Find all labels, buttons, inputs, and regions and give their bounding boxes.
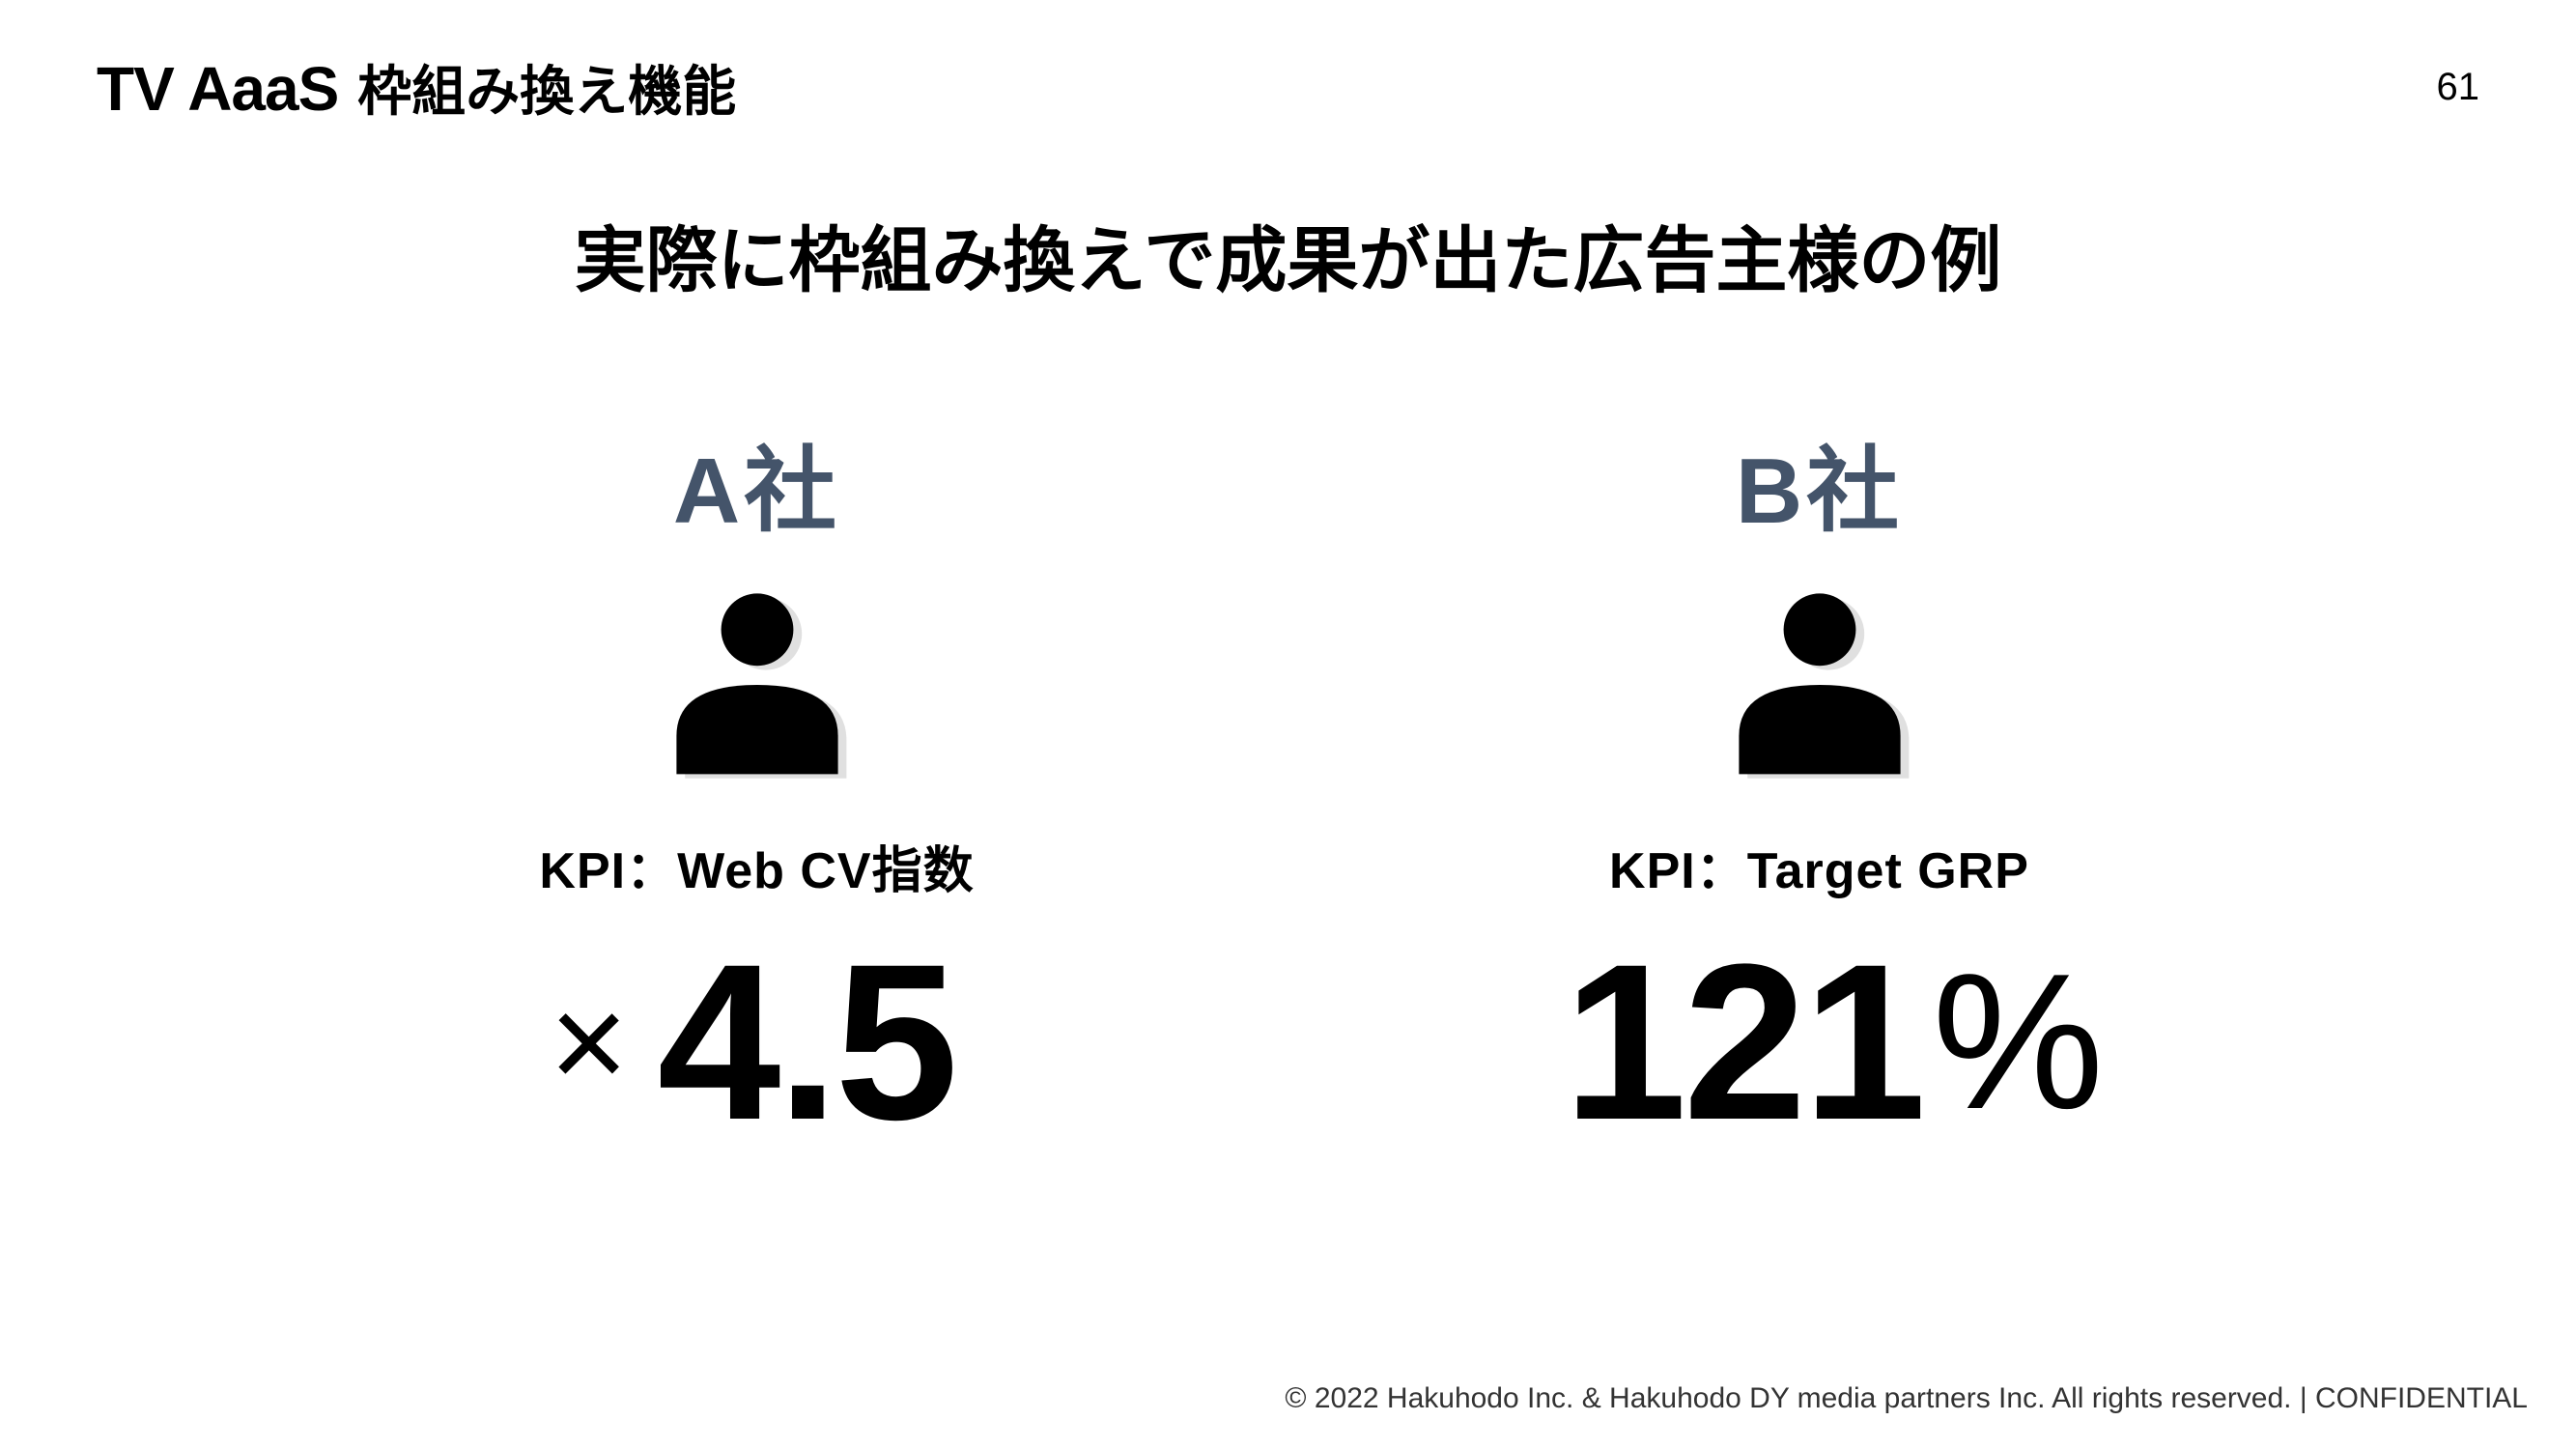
metric-b: 121 %	[1535, 931, 2105, 1153]
panel-company-a: A社 KPI：Web CV指数 × 4.5	[361, 415, 1153, 1153]
title-sub: 枠組み換え機能	[357, 48, 736, 127]
company-name-a: A社	[673, 415, 840, 550]
metric-suffix-b: %	[1932, 946, 2104, 1139]
metric-value-a: 4.5	[658, 931, 955, 1153]
person-icon	[1713, 579, 1926, 791]
metric-a: × 4.5	[550, 931, 965, 1153]
panels-container: A社 KPI：Web CV指数 × 4.5 B社 KPI：Tar	[0, 415, 2576, 1153]
title-group: TV AaaS 枠組み換え機能	[97, 48, 736, 127]
slide-header: TV AaaS 枠組み換え機能 61	[97, 48, 2479, 127]
footer-copyright: © 2022 Hakuhodo Inc. & Hakuhodo DY media…	[1285, 1382, 2528, 1415]
kpi-label-b: KPI：Target GRP	[1609, 830, 2029, 902]
page-number: 61	[2437, 66, 2480, 109]
title-main: TV AaaS	[97, 53, 338, 125]
panel-company-b: B社 KPI：Target GRP 121 %	[1424, 415, 2216, 1153]
headline: 実際に枠組み換えで成果が出た広告主様の例	[0, 203, 2576, 306]
metric-value-b: 121	[1564, 931, 1923, 1153]
company-name-b: B社	[1736, 415, 1903, 550]
metric-prefix-a: ×	[550, 964, 629, 1121]
kpi-label-a: KPI：Web CV指数	[539, 830, 974, 902]
person-icon	[651, 579, 863, 791]
